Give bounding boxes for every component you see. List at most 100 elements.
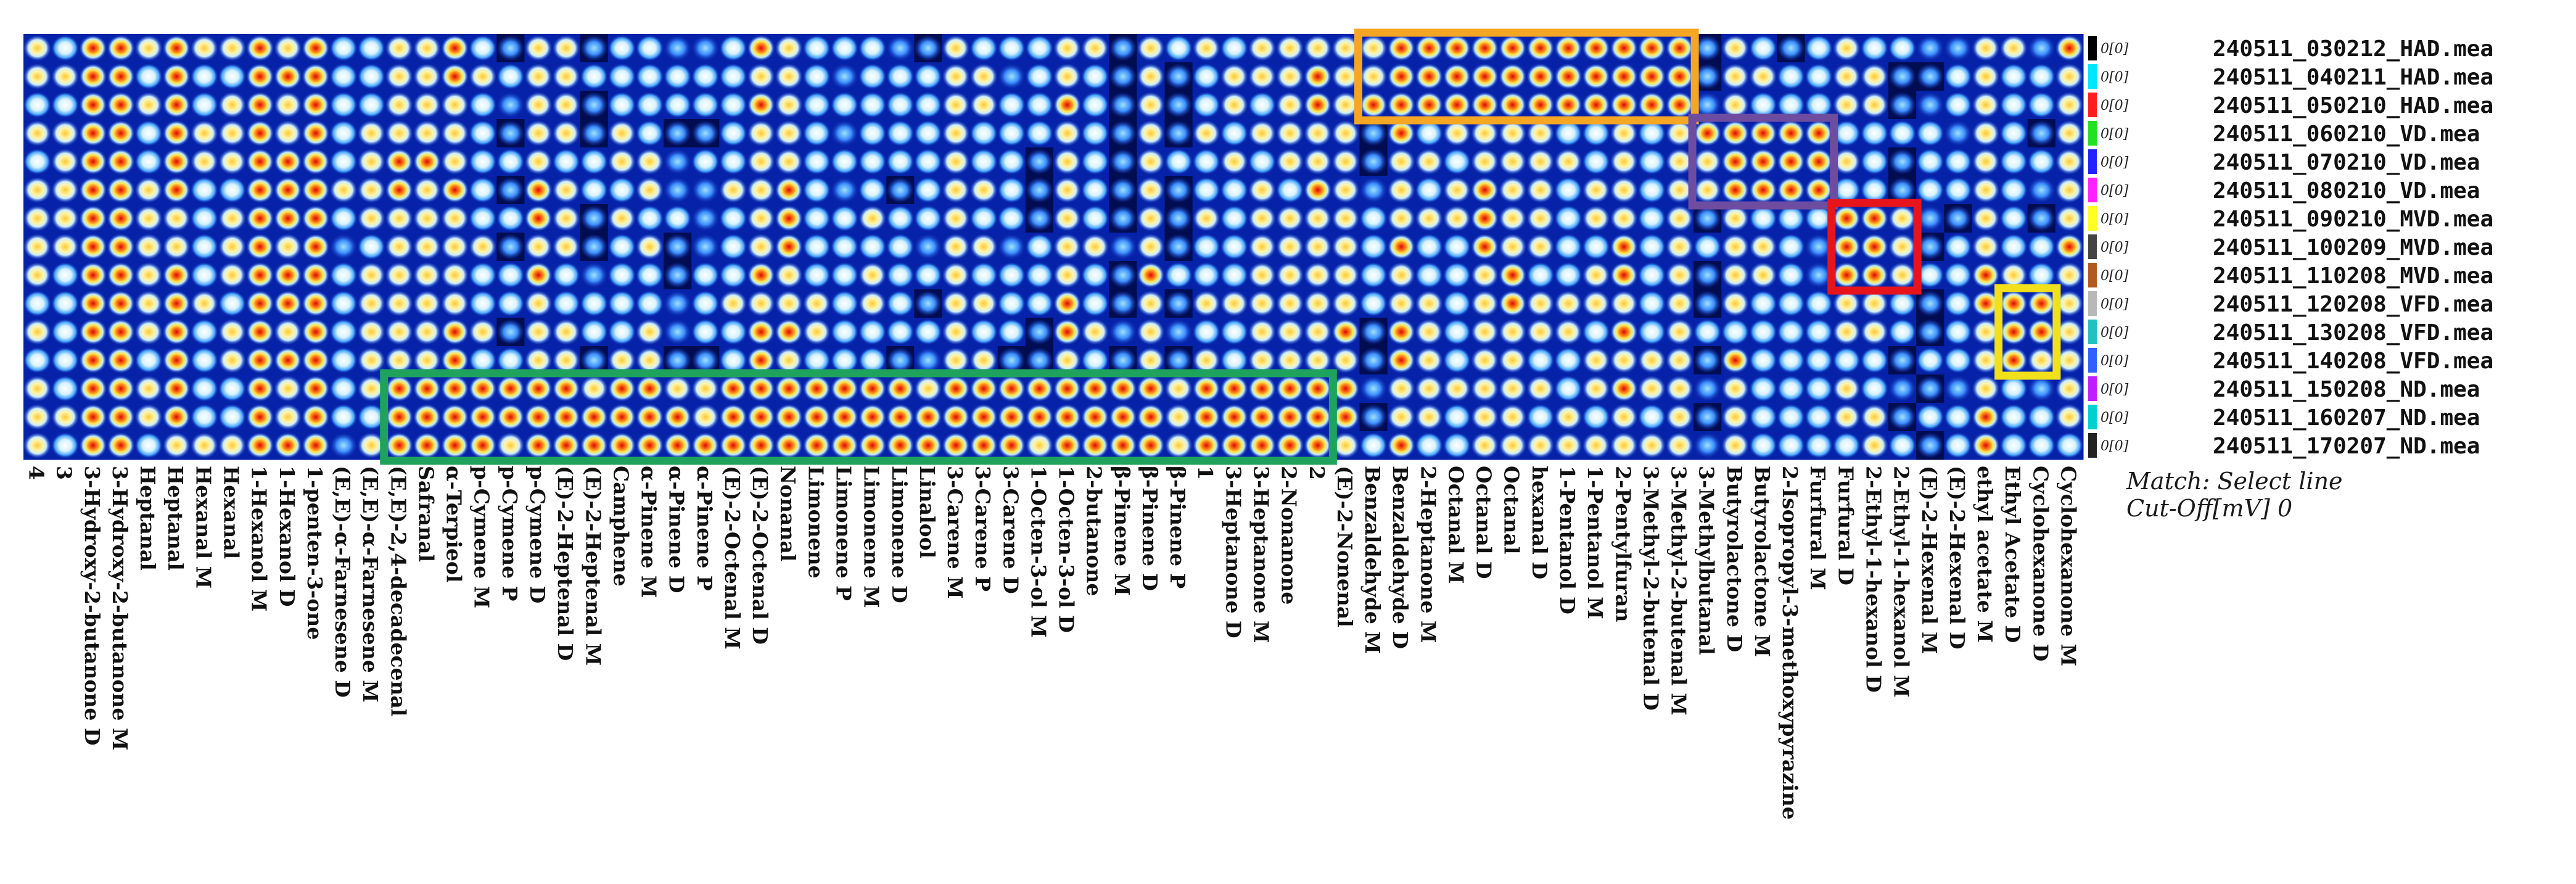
heatmap-cell [1220, 318, 1249, 347]
heatmap-cell [134, 403, 163, 432]
heatmap-cell [51, 431, 80, 460]
heatmap-cell [1359, 431, 1388, 460]
heatmap-cell [1137, 403, 1166, 432]
heatmap-cell [329, 374, 358, 403]
match-select-line: Match: Select line [2126, 468, 2343, 495]
row-scale-label: 0[0] [2101, 98, 2129, 114]
heatmap-cell [162, 91, 191, 120]
heatmap-cell [302, 261, 330, 290]
heatmap-cell [1860, 62, 1889, 91]
heatmap-cell [942, 62, 971, 91]
heatmap-cell [1137, 233, 1166, 262]
heatmap-cell [1860, 91, 1889, 120]
row-scale-label: 0[0] [2101, 41, 2129, 57]
heatmap-cell [802, 403, 831, 432]
heatmap-cell [274, 346, 302, 375]
heatmap-cell [635, 233, 664, 262]
column-label: 3-Methyl-2-butenal D [1639, 466, 1663, 711]
heatmap-cell [1999, 318, 2028, 347]
heatmap-cell [942, 403, 971, 432]
heatmap-cell [1637, 91, 1666, 120]
column-label: β-Pinene P [1166, 466, 1190, 589]
heatmap-cell [1359, 233, 1388, 262]
heatmap-cell [1637, 233, 1666, 262]
heatmap-cell [691, 204, 720, 233]
heatmap-cell [1248, 318, 1277, 347]
heatmap-cell [1944, 176, 1972, 205]
row-scale-label: 0[0] [2101, 268, 2129, 284]
heatmap-cell [441, 34, 469, 63]
heatmap-cell [1749, 233, 1778, 262]
heatmap-cell [23, 318, 52, 347]
heatmap-cell [524, 119, 553, 148]
heatmap-cell [1081, 176, 1109, 205]
heatmap-cell [1721, 147, 1750, 176]
heatmap-cell [691, 318, 720, 347]
heatmap-cell [719, 147, 748, 176]
column-label: (E,E)-2,4-decadecenal [386, 466, 410, 716]
heatmap-cell [274, 318, 302, 347]
heatmap-cell [274, 176, 302, 205]
heatmap-cell [1721, 289, 1750, 318]
heatmap-cell [1693, 403, 1722, 432]
heatmap-cell [775, 91, 804, 120]
column-label: 1-Octen-3-ol D [1055, 466, 1079, 633]
heatmap-cell [218, 289, 247, 318]
heatmap-cell [1164, 34, 1193, 63]
heatmap-cell [969, 261, 998, 290]
heatmap-cell [1749, 261, 1778, 290]
heatmap-cell [552, 431, 581, 460]
heatmap-cell [1721, 176, 1750, 205]
heatmap-cell [1721, 431, 1750, 460]
heatmap-cell [607, 261, 636, 290]
heatmap-cell [914, 176, 942, 205]
heatmap-cell [747, 176, 776, 205]
heatmap-cell [1304, 204, 1332, 233]
heatmap-cell [524, 176, 553, 205]
heatmap-cell [1888, 34, 1917, 63]
heatmap-cell [691, 403, 720, 432]
heatmap-cell [802, 147, 831, 176]
row-label: 240511_160207_ND.mea [2213, 405, 2480, 431]
heatmap-cell [691, 147, 720, 176]
heatmap-cell [357, 318, 386, 347]
heatmap-cell [329, 318, 358, 347]
heatmap-cell [719, 289, 748, 318]
heatmap-cell [162, 176, 191, 205]
cutoff-value: Cut-Off[mV] 0 [2126, 495, 2293, 522]
heatmap-cell [858, 176, 887, 205]
heatmap-cell [246, 403, 274, 432]
heatmap-cell [1331, 119, 1360, 148]
highlight-box [1688, 114, 1838, 210]
heatmap-cell [1637, 374, 1666, 403]
heatmap-cell [1109, 62, 1137, 91]
heatmap-cell [2027, 403, 2056, 432]
heatmap-cell [524, 431, 553, 460]
heatmap-cell [1442, 403, 1471, 432]
heatmap-cell [1248, 147, 1277, 176]
column-label: (E)-2-Hexenal M [1917, 466, 1941, 655]
heatmap-cell [357, 346, 386, 375]
heatmap-cell [1471, 91, 1499, 120]
row-scale-marker: 0[0] [2088, 64, 2129, 89]
heatmap-cell [719, 176, 748, 205]
heatmap-cell [1526, 204, 1555, 233]
heatmap-cell [969, 374, 998, 403]
heatmap-cell [107, 289, 136, 318]
heatmap-cell [162, 403, 191, 432]
heatmap-cell [524, 403, 553, 432]
heatmap-cell [107, 261, 136, 290]
heatmap-cell [329, 261, 358, 290]
heatmap-cell [1137, 34, 1166, 63]
heatmap-cell [1081, 119, 1109, 148]
heatmap-cell [1387, 233, 1416, 262]
heatmap-cell [79, 119, 107, 148]
heatmap-cell [1777, 346, 1806, 375]
heatmap-cell [107, 374, 136, 403]
heatmap-cell [2027, 176, 2056, 205]
heatmap-cell [51, 34, 80, 63]
heatmap-cell [886, 62, 915, 91]
heatmap-cell [1471, 34, 1499, 63]
heatmap-cell [1526, 119, 1555, 148]
